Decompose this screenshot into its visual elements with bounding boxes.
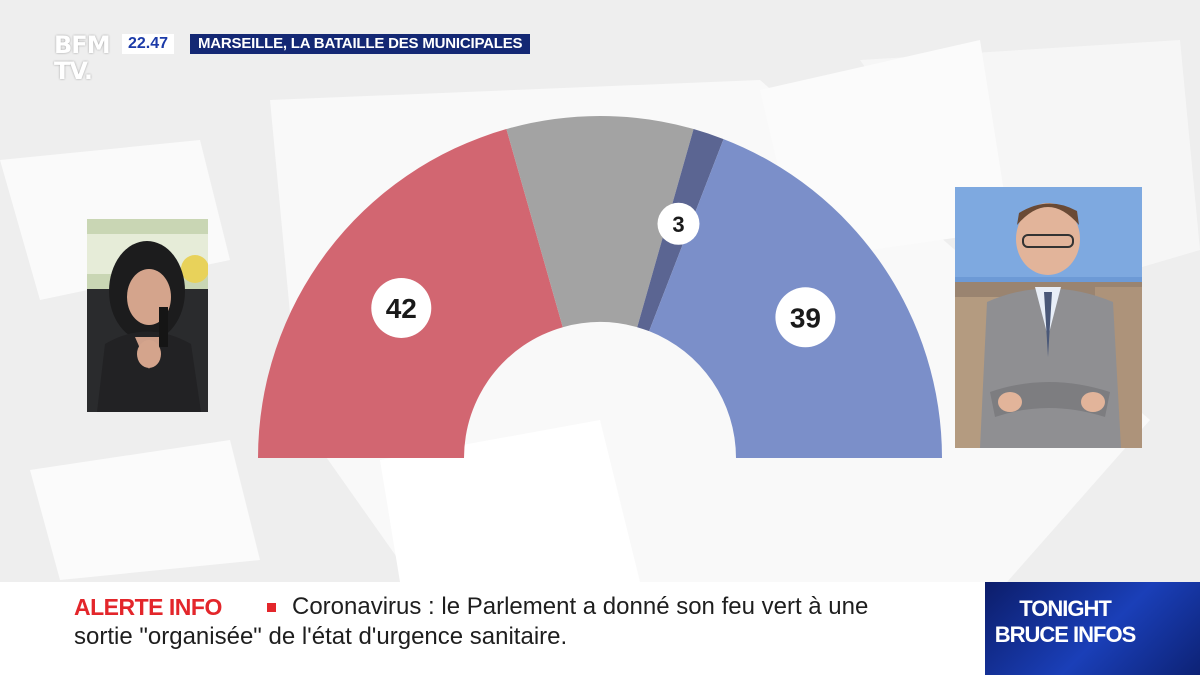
hemicycle-segment-2: [506, 116, 694, 328]
promo-box: [985, 582, 1200, 675]
bfmtv-logo: BFM TV.: [54, 32, 116, 88]
alert-label: ALERTE INFO: [74, 594, 222, 620]
program-banner: MARSEILLE, LA BATAILLE DES MUNICIPALES: [190, 34, 531, 54]
ticker-bar: [0, 582, 985, 675]
logo-line2: TV.: [54, 57, 93, 85]
promo-line-1: TONIGHT: [1019, 596, 1112, 621]
segment-label-4: 39: [790, 302, 821, 333]
promo-line-2: BRUCE INFOS: [994, 622, 1137, 647]
clock-time: 22.47: [122, 34, 175, 54]
segment-label-3: 3: [672, 212, 684, 237]
logo-line1: BFM: [54, 31, 111, 59]
candidate-woman-photo: [87, 219, 208, 412]
candidate-man-photo: [955, 187, 1142, 448]
alert-square-icon: [267, 603, 276, 612]
ticker-line-2: sortie "organisée" de l'état d'urgence s…: [74, 623, 568, 650]
segment-label-bubble-3: [657, 202, 700, 245]
segment-label-1: 42: [386, 293, 417, 324]
segment-label-bubble-1: [371, 277, 432, 338]
ticker-line-1: Coronavirus : le Parlement a donné son f…: [292, 593, 869, 620]
segment-label-bubble-4: [775, 287, 836, 348]
